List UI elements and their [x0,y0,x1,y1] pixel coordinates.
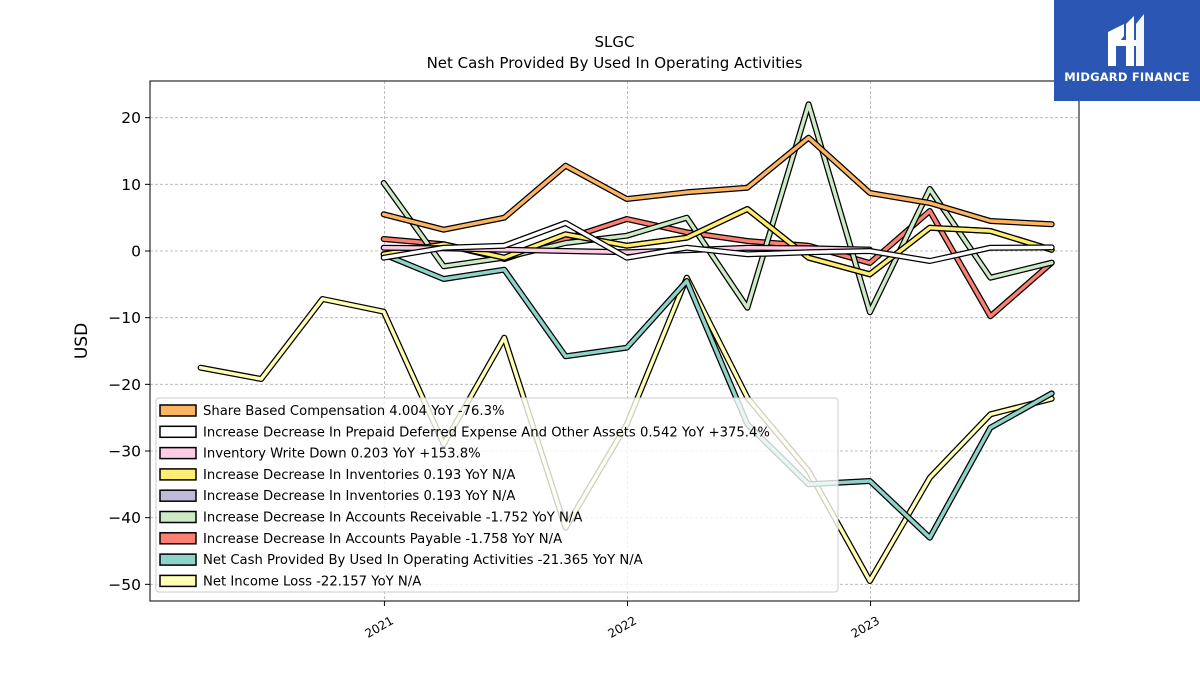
legend-item: Increase Decrease In Accounts Payable -1… [159,532,562,547]
legend-label: Increase Decrease In Accounts Receivable… [203,511,582,526]
x-tick-label: 2023 [849,613,882,640]
legend-label: Increase Decrease In Inventories 0.193 Y… [203,489,515,504]
legend-item: Share Based Compensation 4.004 YoY -76.3… [159,404,505,419]
legend-item: Net Cash Provided By Used In Operating A… [159,553,643,568]
y-axis-label: USD [72,323,92,359]
y-tick-label: −40 [108,509,141,527]
y-tick-label: −10 [108,309,141,327]
y-tick-label: 10 [121,176,141,194]
grid-layer [150,81,1079,601]
series-line [381,252,1054,540]
legend-label: Net Cash Provided By Used In Operating A… [203,553,643,568]
legend-label: Increase Decrease In Inventories 0.193 Y… [203,468,515,483]
legend-label: Net Income Loss -22.157 YoY N/A [203,574,421,589]
legend-label: Share Based Compensation 4.004 YoY -76.3… [203,404,505,419]
legend-item: Inventory Write Down 0.203 YoY +153.8% [159,446,481,462]
brand-logo: MIDGARD FINANCE [1054,0,1200,101]
series-layer [197,101,1055,584]
y-tick-label: 20 [121,109,141,127]
ticks-layer: 20 10 0 −10 −20 −30 −40 −50 2021 2022 2023 [108,109,882,641]
x-tick-label: 2021 [362,613,395,640]
legend-swatch [159,446,197,460]
midgard-logo-icon [1108,14,1144,66]
series-8 [380,134,1055,233]
plot-frame [149,80,1080,602]
legend-label: Increase Decrease In Prepaid Deferred Ex… [203,425,770,440]
y-tick-label: 0 [131,243,141,261]
legend-swatch [159,489,197,502]
chart-subtitle: Net Cash Provided By Used In Operating A… [427,54,803,72]
legend-label: Increase Decrease In Accounts Payable -1… [203,532,562,547]
legend-swatch [159,574,197,588]
x-tick-label: 2022 [606,613,639,640]
chart-title: SLGC [595,33,635,51]
legend-label: Inventory Write Down 0.203 YoY +153.8% [203,447,481,462]
brand-name: MIDGARD FINANCE [1064,70,1190,84]
legend-item: Increase Decrease In Inventories 0.193 Y… [159,489,515,504]
legend-item: Increase Decrease In Prepaid Deferred Ex… [159,425,770,440]
legend-swatch [159,553,197,566]
legend-swatch [159,468,197,481]
series-7 [380,220,1055,264]
legend-swatch [159,425,197,439]
legend-box [155,397,839,593]
legend-swatch [159,532,197,545]
y-tick-label: −30 [108,443,141,461]
y-tick-label: −20 [108,376,141,394]
legend-swatch [159,404,197,417]
legend: Share Based Compensation 4.004 YoY -76.3… [155,397,839,593]
series-line [381,135,1054,232]
series-1 [380,251,1055,541]
legend-item: Increase Decrease In Accounts Receivable… [159,510,582,526]
legend-item: Increase Decrease In Inventories 0.193 Y… [159,468,515,483]
y-tick-label: −50 [108,576,141,594]
legend-swatch [159,510,197,524]
series-line [381,207,1054,277]
legend-item: Net Income Loss -22.157 YoY N/A [159,574,421,589]
series-line [381,221,1054,263]
